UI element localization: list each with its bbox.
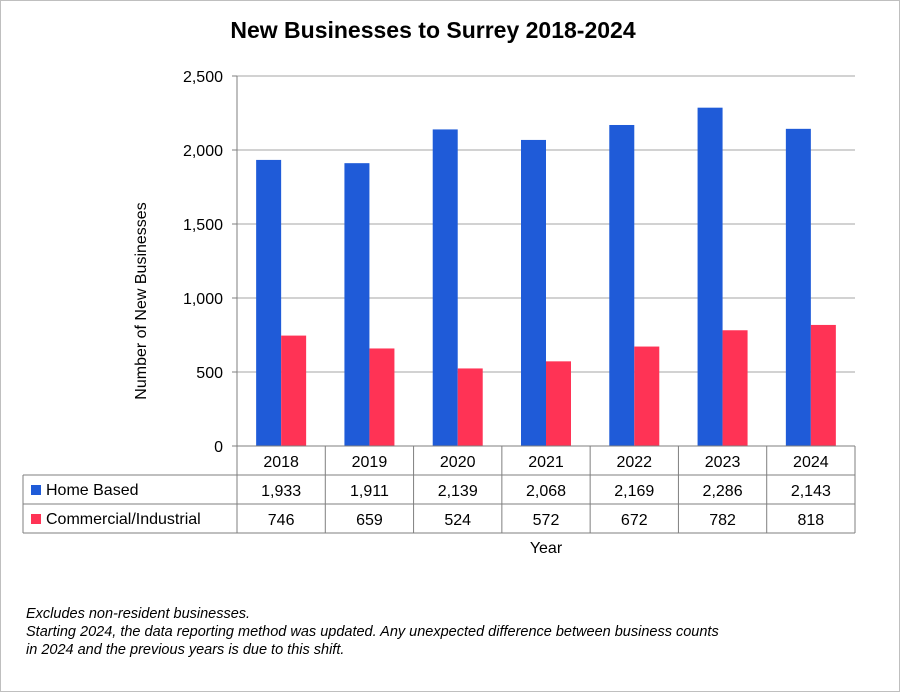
x-axis-label: Year (530, 540, 563, 557)
data-label: 1,911 (350, 483, 389, 500)
bar-home-based-2021 (521, 139, 546, 446)
x-tick-label: 2024 (793, 454, 829, 471)
bar-commercial-industrial-2021 (546, 361, 571, 446)
bar-commercial-industrial-2020 (457, 368, 483, 446)
y-tick-label: 1,000 (183, 291, 223, 308)
bar-home-based-2020 (432, 129, 458, 447)
y-tick-label: 500 (196, 365, 223, 382)
bar-home-based-2018 (256, 159, 282, 446)
x-tick-label: 2023 (705, 454, 741, 471)
y-tick-label: 2,500 (183, 69, 223, 86)
bar-home-based-2023 (697, 107, 723, 446)
data-label: 2,286 (703, 483, 743, 500)
footnote-line: in 2024 and the previous years is due to… (26, 642, 345, 658)
data-label: 2,169 (614, 483, 654, 500)
bar-home-based-2019 (344, 163, 370, 446)
footnotes: Excludes non-resident businesses. Starti… (26, 605, 886, 659)
x-tick-label: 2022 (616, 454, 652, 471)
data-label: 672 (621, 512, 648, 529)
bar-commercial-industrial-2018 (281, 335, 307, 446)
data-label: 746 (268, 512, 295, 529)
data-label: 659 (356, 512, 383, 529)
y-tick-label: 1,500 (183, 217, 223, 234)
data-label: 572 (533, 512, 560, 529)
y-tick-label: 2,000 (183, 143, 223, 160)
y-tick-label: 0 (214, 439, 223, 456)
y-axis-label: Number of New Businesses (133, 202, 150, 399)
bar-commercial-industrial-2019 (369, 348, 395, 446)
bar-chart: New Businesses to Surrey 2018-2024 0 500 1… (22, 17, 856, 557)
data-label: 2,143 (791, 483, 831, 500)
legend-swatch (31, 485, 41, 495)
x-tick-label: 2021 (528, 454, 564, 471)
bar-home-based-2024 (785, 128, 811, 446)
data-label: 1,933 (261, 483, 301, 500)
footnote-line: Excludes non-resident businesses. (26, 606, 251, 622)
bar-commercial-industrial-2023 (722, 330, 748, 446)
footnote-line: Starting 2024, the data reporting method… (26, 624, 719, 640)
data-label: 782 (709, 512, 736, 529)
bar-commercial-industrial-2022 (634, 346, 660, 446)
x-tick-label: 2018 (263, 454, 299, 471)
bar-home-based-2022 (609, 124, 635, 446)
chart-title: New Businesses to Surrey 2018-2024 (230, 17, 635, 43)
x-tick-label: 2020 (440, 454, 476, 471)
legend-label: Commercial/Industrial (46, 511, 201, 528)
data-label: 2,068 (526, 483, 566, 500)
legend-label: Home Based (46, 482, 139, 499)
legend-swatch (31, 514, 41, 524)
data-label: 818 (798, 512, 825, 529)
x-tick-label: 2019 (352, 454, 388, 471)
data-label: 2,139 (438, 483, 478, 500)
data-label: 524 (444, 512, 471, 529)
bar-commercial-industrial-2024 (810, 324, 836, 446)
